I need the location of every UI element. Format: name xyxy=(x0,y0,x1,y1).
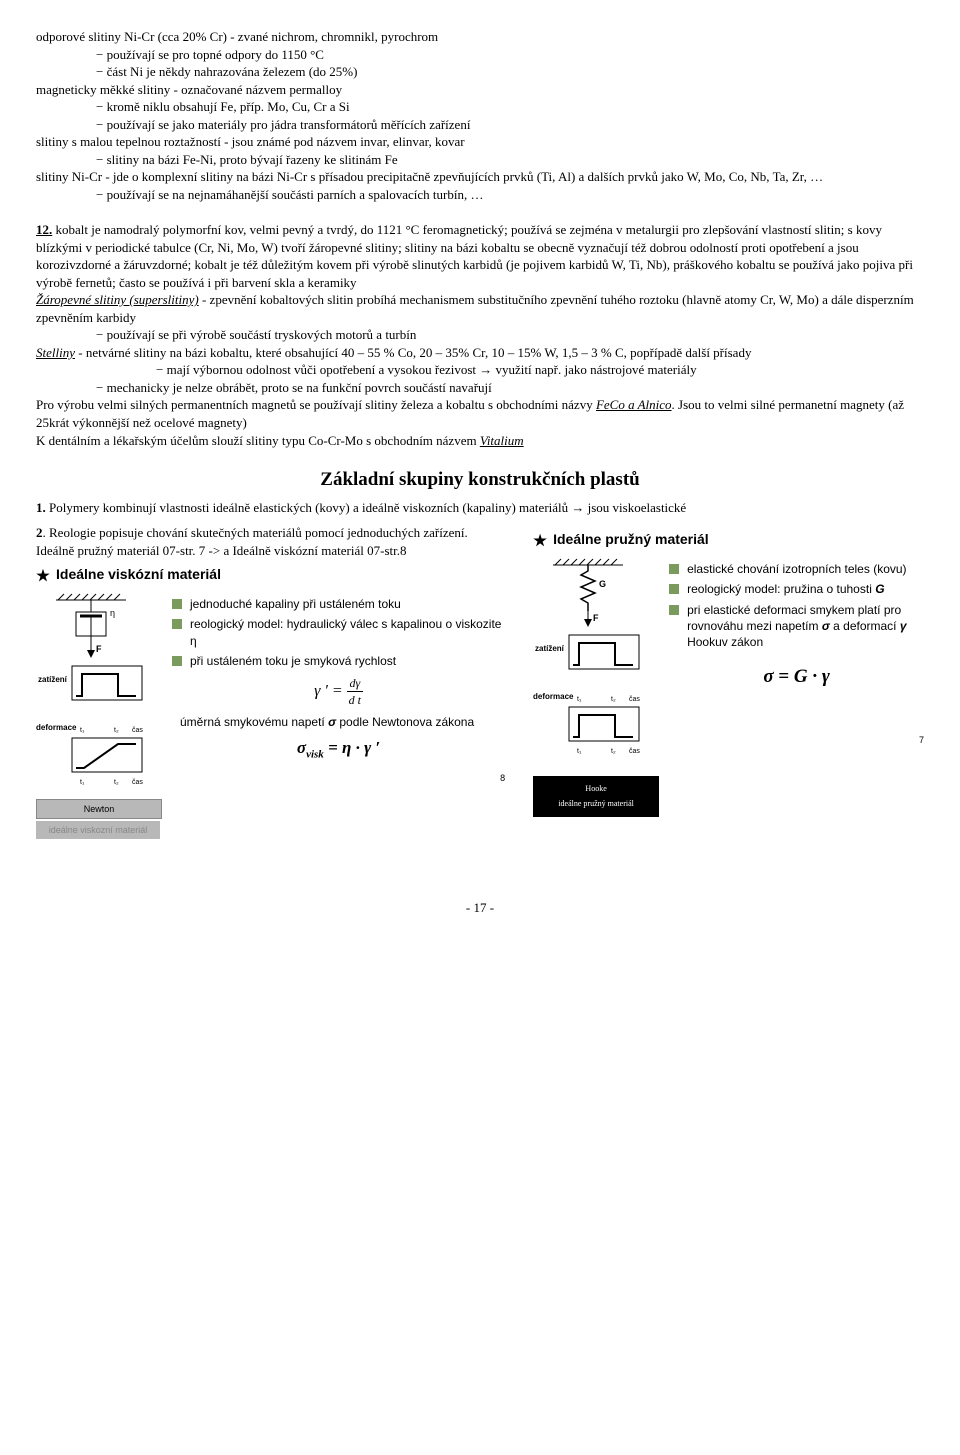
paragraph-dental: K dentálním a lékařským účelům slouží sl… xyxy=(36,432,924,450)
underline: Žáropevné slitiny (superslitiny) xyxy=(36,292,199,307)
right-column: Ideálne pružný materiál G xyxy=(533,524,924,839)
text: - netvárné slitiny na bázi kobaltu, kter… xyxy=(75,345,751,360)
svg-text:t₁: t₁ xyxy=(80,779,85,786)
text: Polymery kombinují vlastnosti ideálně el… xyxy=(46,500,686,515)
svg-text:t₁: t₁ xyxy=(577,748,582,755)
slide-page-num: 8 xyxy=(172,768,505,786)
svg-text:čas: čas xyxy=(132,779,143,786)
bullet-icon xyxy=(669,564,679,574)
svg-text:zatížení: zatížení xyxy=(38,675,68,684)
bullet: reologický model: pružina o tuhosti G xyxy=(669,581,924,597)
svg-text:zatížení: zatížení xyxy=(535,644,565,653)
left-column: 2. Reologie popisuje chování skutečných … xyxy=(36,524,505,839)
list-item: používají se při výrobě součástí tryskov… xyxy=(96,326,924,344)
text: Ideálne viskózní materiál xyxy=(56,566,221,582)
list-item: používají se pro topné odpory do 1150 °C xyxy=(96,46,924,64)
elastic-diagram-svg: G F zatížení deformace t₁ t₂ čas t₁ xyxy=(533,557,657,771)
slide-page-num: 7 xyxy=(669,730,924,748)
text: slitiny s malou tepelnou roztažností - j… xyxy=(36,133,924,151)
svg-text:čas: čas xyxy=(132,727,143,734)
page-footer: - 17 - xyxy=(36,899,924,917)
bullet: při ustáleném toku je smyková rychlost xyxy=(172,653,505,669)
svg-text:deformace: deformace xyxy=(533,692,574,701)
bullet-icon xyxy=(172,599,182,609)
svg-text:čas: čas xyxy=(629,748,640,755)
svg-text:t₁: t₁ xyxy=(577,696,582,703)
text: Pro výrobu velmi silných permanentních m… xyxy=(36,397,596,412)
list-item: slitiny na bázi Fe-Ni, proto bývají řaze… xyxy=(96,151,924,169)
paragraph-stelliny: Stelliny - netvárné slitiny na bázi koba… xyxy=(36,344,924,362)
bullet-icon xyxy=(172,619,182,629)
text: jednoduché kapaliny při ustáleném toku xyxy=(190,596,505,612)
list-item: mají výbornou odolnost vůči opotřebení a… xyxy=(156,361,924,379)
text: reologický model: hydraulický válec s ka… xyxy=(190,616,505,648)
svg-text:F: F xyxy=(96,644,102,654)
num: 12. xyxy=(36,222,52,237)
paragraph-p2: 2. Reologie popisuje chování skutečných … xyxy=(36,524,505,559)
svg-text:t₂: t₂ xyxy=(611,696,616,703)
paragraph-cobalt: 12. kobalt je namodralý polymorfní kov, … xyxy=(36,221,924,291)
text: úměrná smykovému napetí σ podle Newtonov… xyxy=(180,714,505,730)
right-bullets: elastické chování izotropních teles (kov… xyxy=(669,557,924,817)
underline: FeCo a Alnico xyxy=(596,397,672,412)
bullet-icon xyxy=(669,605,679,615)
list-item: kromě niklu obsahují Fe, příp. Mo, Cu, C… xyxy=(96,98,924,116)
svg-text:t₁: t₁ xyxy=(80,727,85,734)
paragraph-superalloys: Žáropevné slitiny (superslitiny) - zpevn… xyxy=(36,291,924,326)
formula-hooke: σ = G · γ xyxy=(669,664,924,690)
viscous-diagram-svg: η F zatížení deformace t₁ t₂ čas xyxy=(36,592,160,792)
text: odporové slitiny Ni-Cr (cca 20% Cr) - zv… xyxy=(36,28,924,46)
num: 1. xyxy=(36,500,46,515)
list-item: mechanicky je nelze obrábět, proto se na… xyxy=(96,379,924,397)
material-label: ideálne viskozní materiál xyxy=(36,821,160,839)
paragraph-p1: 1. Polymery kombinují vlastnosti ideálně… xyxy=(36,499,924,517)
text: při ustáleném toku je smyková rychlost xyxy=(190,653,505,669)
hooke-label: Hooke ideálne pružný materiál xyxy=(533,776,659,818)
text: K dentálním a lékařským účelům slouží sl… xyxy=(36,433,480,448)
svg-text:η: η xyxy=(110,608,115,618)
text: pri elastické deformaci smykem platí pro… xyxy=(687,602,924,651)
list-item: část Ni je někdy nahrazována železem (do… xyxy=(96,63,924,81)
formula-sigma-visk: σvisk = η · γ ′ xyxy=(172,737,505,762)
svg-text:deformace: deformace xyxy=(36,723,77,732)
svg-text:G: G xyxy=(599,579,606,589)
svg-text:t₂: t₂ xyxy=(611,748,616,755)
star-icon xyxy=(36,569,50,583)
bullet: pri elastické deformaci smykem platí pro… xyxy=(669,602,924,651)
heading-plastics: Základní skupiny konstrukčních plastů xyxy=(36,467,924,493)
left-slide-title: Ideálne viskózní materiál xyxy=(36,565,505,584)
bullet: elastické chování izotropních teles (kov… xyxy=(669,561,924,577)
paragraph-magnets: Pro výrobu velmi silných permanentních m… xyxy=(36,396,924,431)
left-bullets: jednoduché kapaliny při ustáleném toku r… xyxy=(172,592,505,839)
list-item: používají se jako materiály pro jádra tr… xyxy=(96,116,924,134)
star-icon xyxy=(533,534,547,548)
underline: Vitalium xyxy=(480,433,524,448)
text: slitiny Ni-Cr - jde o komplexní slitiny … xyxy=(36,168,924,186)
text: magneticky měkké slitiny - označované ná… xyxy=(36,81,924,99)
bullet: reologický model: hydraulický válec s ka… xyxy=(172,616,505,648)
formula-gamma: γ ′ = dγ d t xyxy=(172,675,505,708)
newton-label: Newton xyxy=(36,799,162,819)
right-slide-title: Ideálne pružný materiál xyxy=(533,530,924,549)
text: Ideálne pružný materiál xyxy=(553,531,709,547)
text: elastické chování izotropních teles (kov… xyxy=(687,561,924,577)
svg-text:t₂: t₂ xyxy=(114,779,119,786)
svg-text:čas: čas xyxy=(629,696,640,703)
text: kobalt je namodralý polymorfní kov, velm… xyxy=(36,222,913,290)
list-item: používají se na nejnamáhanější součásti … xyxy=(96,186,924,204)
bullet-icon xyxy=(669,584,679,594)
two-column-area: 2. Reologie popisuje chování skutečných … xyxy=(36,524,924,839)
svg-text:t₂: t₂ xyxy=(114,727,119,734)
svg-text:F: F xyxy=(593,613,599,623)
bullet-icon xyxy=(172,656,182,666)
text: reologický model: pružina o tuhosti G xyxy=(687,581,924,597)
bullet: jednoduché kapaliny při ustáleném toku xyxy=(172,596,505,612)
elastic-diagram: G F zatížení deformace t₁ t₂ čas t₁ xyxy=(533,557,659,817)
viscous-diagram: η F zatížení deformace t₁ t₂ čas xyxy=(36,592,162,839)
text: . Reologie popisuje chování skutečných m… xyxy=(36,525,468,558)
underline: Stelliny xyxy=(36,345,75,360)
